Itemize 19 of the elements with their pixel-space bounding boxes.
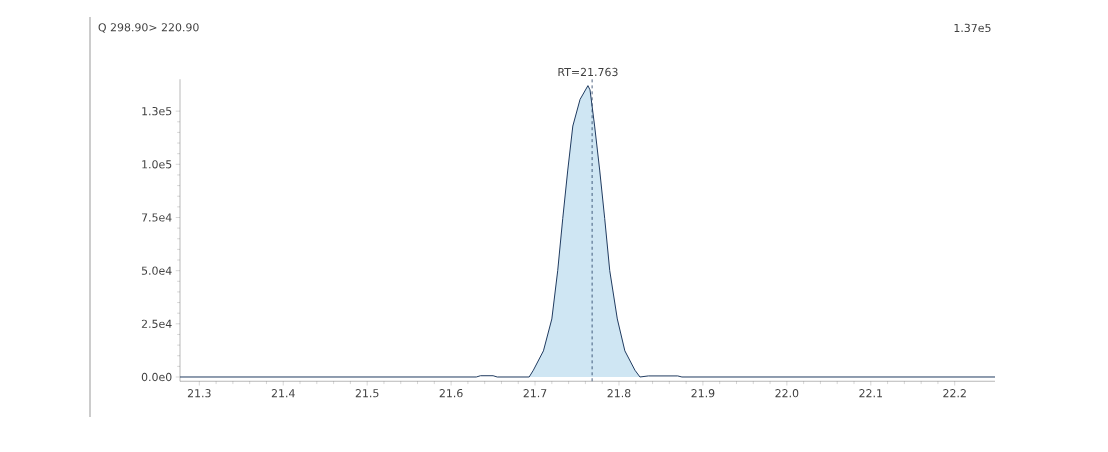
- chart-title: Q 298.90> 220.90: [98, 23, 199, 33]
- text: 1.37e5: [954, 23, 991, 33]
- x-tick-label: 21.8: [607, 389, 631, 398]
- x-tick-label: 21.7: [523, 389, 547, 398]
- x-tick-label: 22.1: [859, 389, 882, 398]
- x-tick-label: 21.6: [439, 389, 463, 398]
- x-tick-label: 21.4: [271, 389, 295, 398]
- y-tick-label: 2.5e4: [141, 319, 172, 328]
- annotation: RT=21.763: [558, 67, 618, 77]
- y-tick-label: 1.3e5: [142, 107, 172, 116]
- x-tick-label: 21.3: [187, 389, 211, 398]
- y-tick-label: 7.5e4: [142, 213, 172, 222]
- y-tick-label: 0.0e0: [141, 372, 172, 382]
- x-tick-label: 22.2: [943, 389, 966, 398]
- x-tick-label: 21.9: [691, 389, 715, 398]
- x-tick-label: 21.5: [355, 389, 379, 398]
- y-tick-label: 1.0e5: [142, 160, 172, 169]
- y-tick-label: 5.0e4: [141, 266, 172, 275]
- x-tick-label: 22.0: [775, 389, 799, 398]
